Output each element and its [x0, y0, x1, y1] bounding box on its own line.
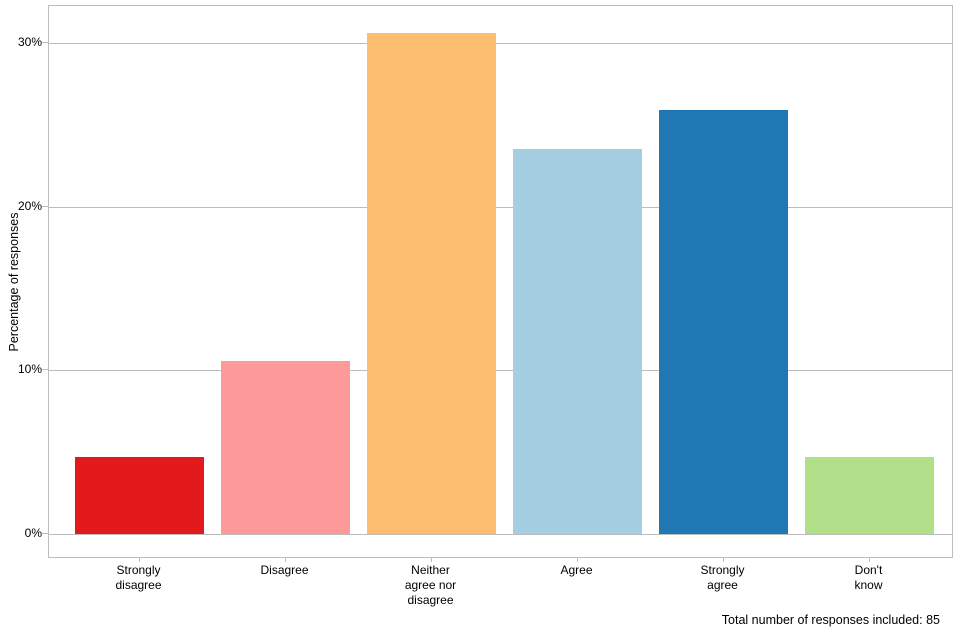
- y-tick-mark: [42, 533, 48, 534]
- bar-dont-know: [805, 457, 934, 534]
- y-tick-label-30%: 30%: [17, 34, 42, 49]
- x-tick-label-agree: Agree: [560, 563, 593, 577]
- y-tick-label-0%: 0%: [24, 526, 42, 540]
- x-tick-mark: [722, 558, 724, 562]
- plot-area: [48, 5, 953, 558]
- y-tick-mark: [42, 41, 48, 43]
- gridline-20%: [49, 206, 952, 208]
- x-tick-mark: [430, 558, 432, 562]
- bar-neither-agree-nor-disagree: [367, 33, 496, 534]
- x-tick-label-strongly-agree: Strongly agree: [700, 563, 745, 592]
- footer-note: Total number of responses included: 85: [721, 613, 940, 627]
- bar-disagree: [221, 360, 350, 534]
- y-tick-label-20%: 20%: [17, 198, 42, 213]
- x-tick-label-disagree: Disagree: [260, 563, 309, 577]
- bar-agree: [513, 149, 642, 534]
- gridline-10%: [49, 370, 952, 372]
- x-tick-label-dont-know: Don't know: [854, 563, 883, 592]
- x-tick-mark: [868, 558, 870, 562]
- y-axis-title: Percentage of responses: [7, 212, 21, 352]
- bar-strongly-disagree: [75, 457, 204, 534]
- x-tick-mark: [138, 558, 140, 562]
- x-tick-mark: [284, 558, 286, 562]
- x-tick-mark: [576, 558, 578, 562]
- y-tick-mark: [42, 205, 48, 207]
- x-tick-label-neither-agree-nor-disagree: Neither agree nor disagree: [404, 563, 457, 607]
- y-tick-mark: [42, 369, 48, 371]
- gridline-30%: [49, 42, 952, 44]
- y-tick-label-10%: 10%: [17, 362, 42, 377]
- gridline-0%: [49, 534, 952, 535]
- bar-strongly-agree: [659, 110, 788, 534]
- x-tick-label-strongly-disagree: Strongly disagree: [115, 563, 162, 592]
